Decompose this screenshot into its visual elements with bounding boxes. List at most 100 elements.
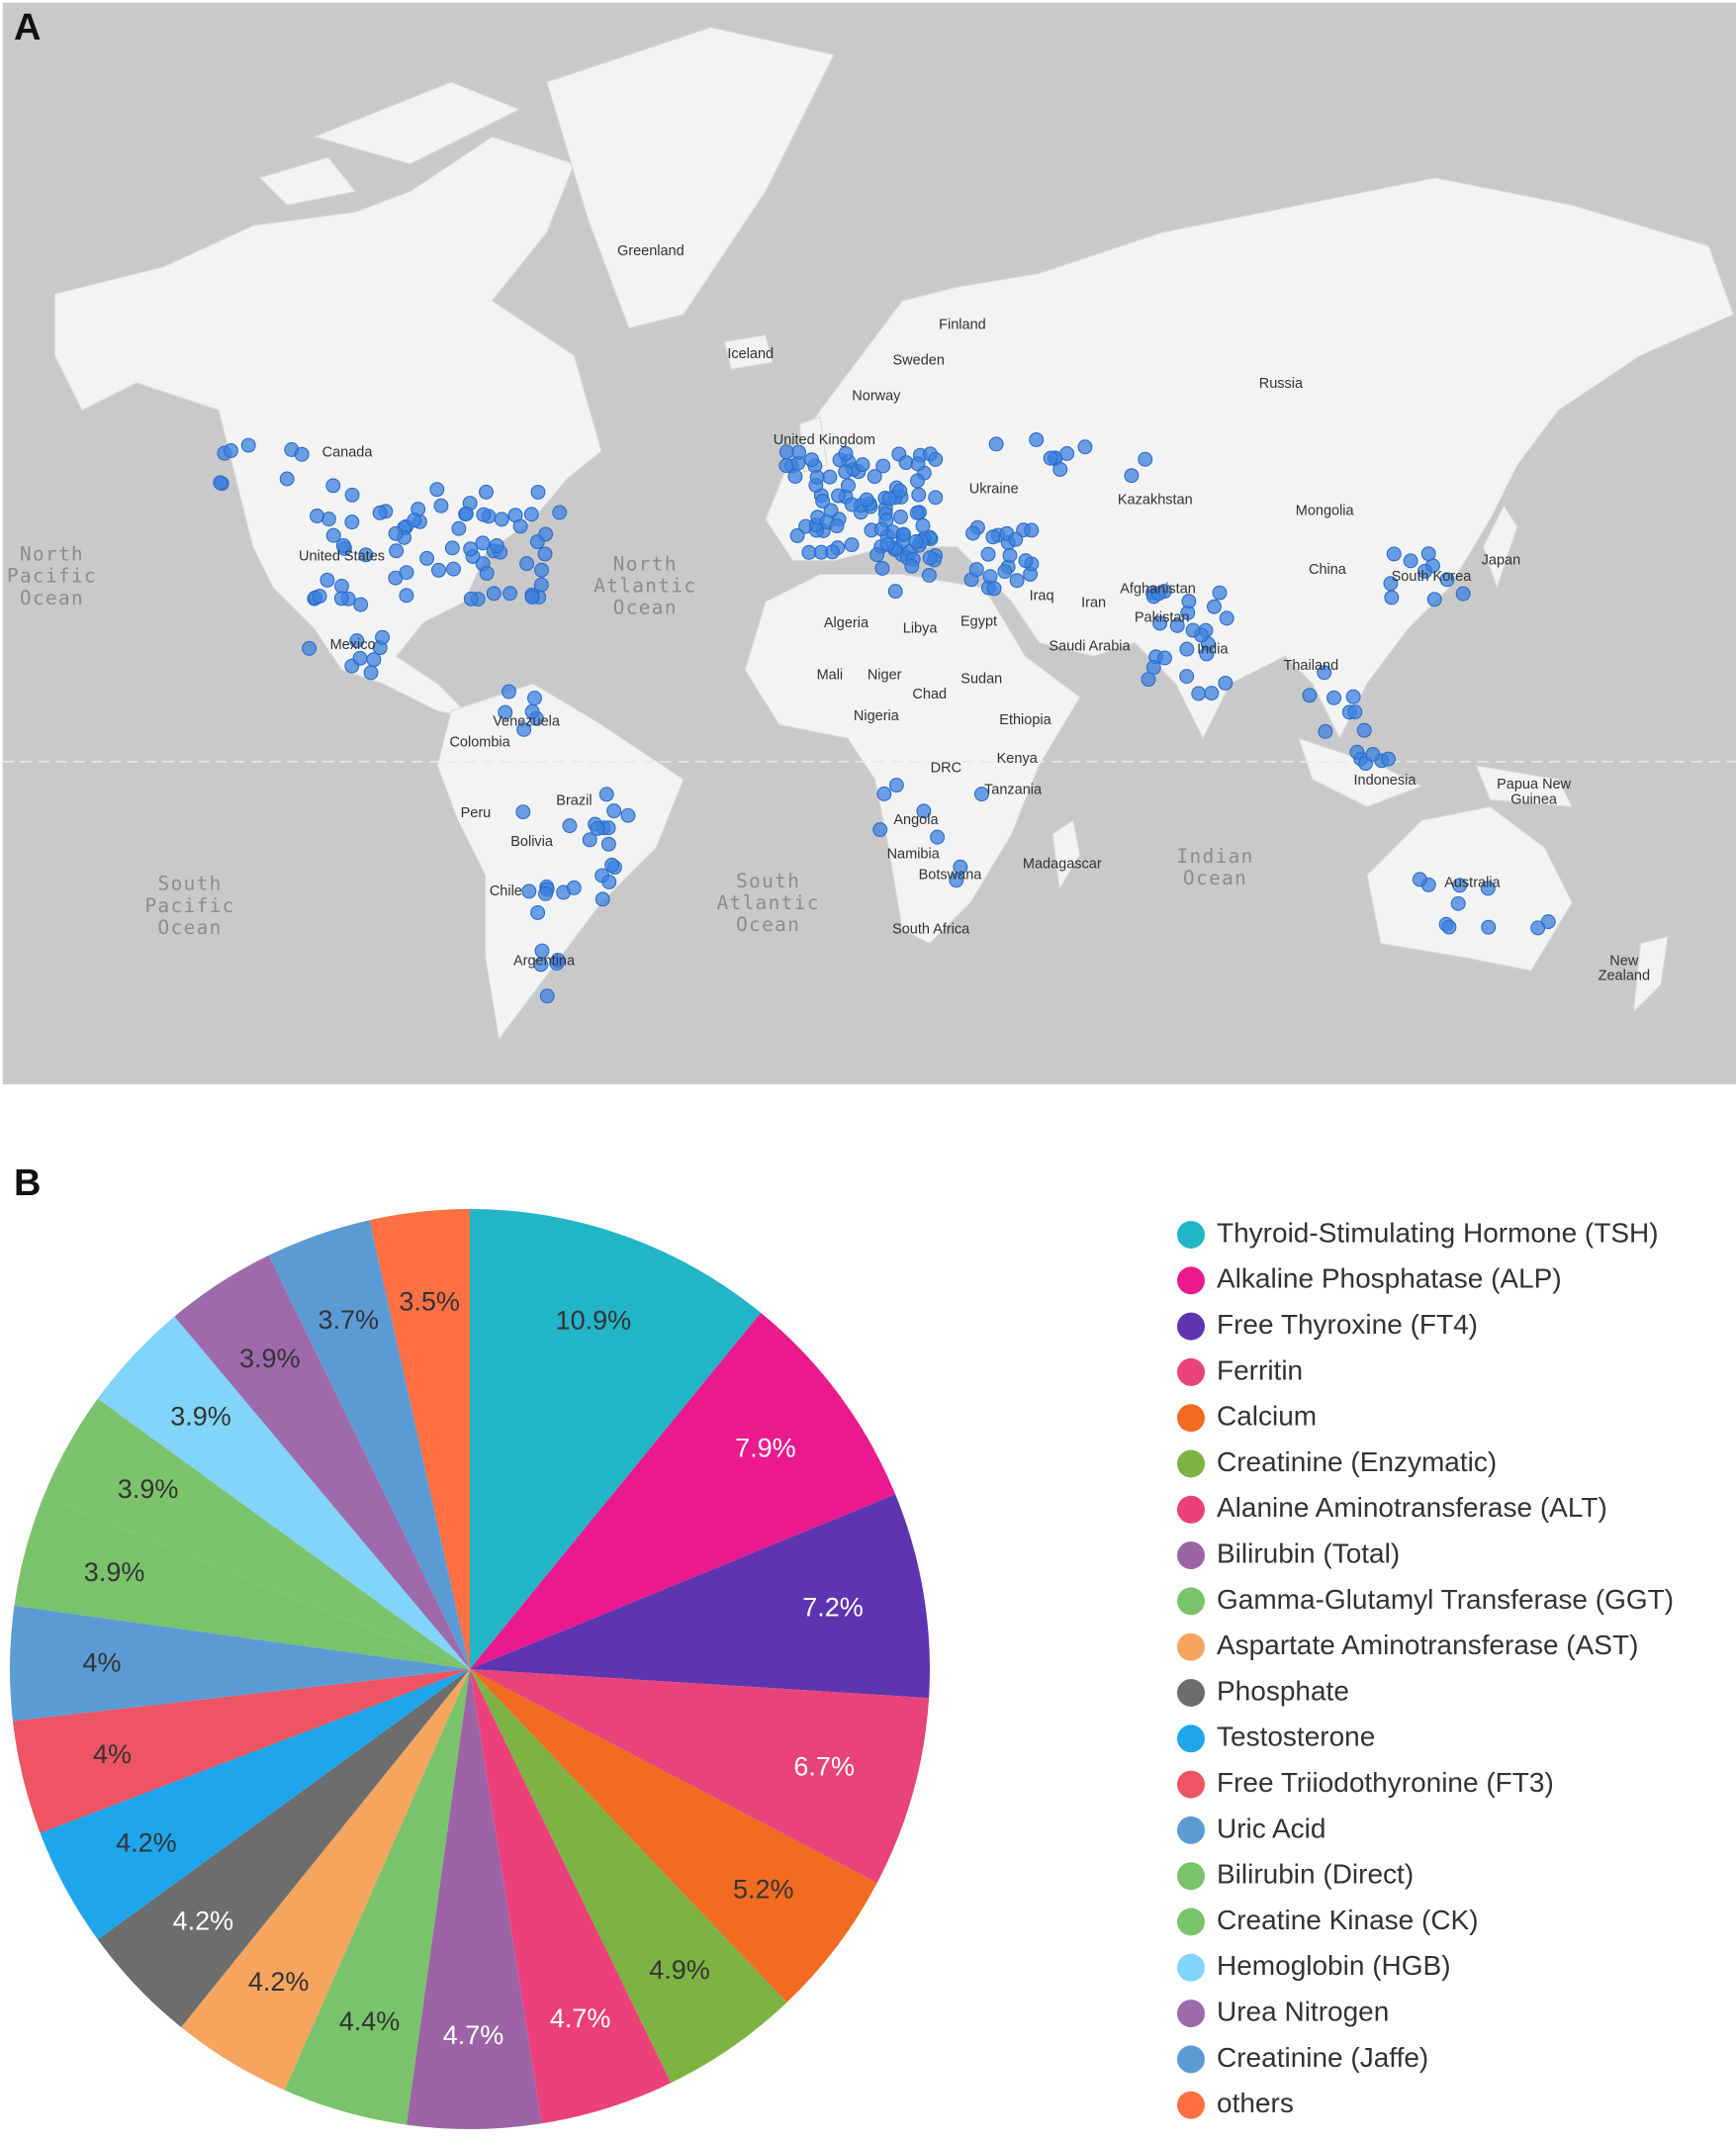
legend-swatch — [1177, 2000, 1205, 2028]
legend-swatch — [1177, 1770, 1205, 1799]
site-dot — [1365, 747, 1381, 762]
site-dot — [1386, 546, 1402, 562]
site-dot — [988, 436, 1004, 452]
country-label: United States — [299, 548, 385, 564]
site-dot — [985, 529, 1001, 545]
site-dot — [1077, 439, 1093, 455]
country-label: Madagascar — [1023, 856, 1102, 872]
site-dot — [876, 786, 892, 801]
site-dot — [479, 565, 495, 581]
country-label: Mali — [817, 668, 844, 684]
country-label: Pakistan — [1135, 609, 1190, 625]
site-dot — [910, 473, 925, 489]
site-dot — [333, 591, 349, 606]
site-dot — [1416, 564, 1432, 579]
site-dot — [363, 665, 379, 681]
ocean-label: South — [158, 873, 223, 895]
site-dot — [620, 807, 636, 823]
ocean-label: North — [613, 552, 678, 575]
site-dot — [1008, 531, 1024, 547]
legend-label: Bilirubin (Direct) — [1217, 1859, 1414, 1890]
site-dot — [824, 544, 840, 560]
site-dot — [859, 492, 874, 508]
legend-label: Creatinine (Enzymatic) — [1217, 1446, 1497, 1477]
site-dot — [302, 640, 318, 656]
ocean-label: Atlantic — [717, 891, 820, 914]
site-dot — [893, 510, 908, 524]
site-dot — [310, 509, 324, 523]
site-dot — [344, 514, 360, 530]
legend-swatch — [1177, 1816, 1205, 1844]
site-dot — [822, 469, 838, 485]
country-label: Ukraine — [969, 482, 1019, 498]
country-label: Papua New — [1497, 777, 1571, 792]
site-dot — [325, 527, 341, 543]
ocean-label: Pacific — [145, 894, 235, 917]
slice-label: 7.9% — [735, 1434, 796, 1463]
site-dot — [949, 873, 964, 888]
legend-label: Testosterone — [1217, 1722, 1375, 1752]
legend-swatch — [1177, 1404, 1205, 1433]
site-dot — [801, 544, 817, 560]
pie-slice — [40, 1669, 470, 1940]
legend-label: Creatine Kinase (CK) — [1217, 1905, 1479, 1935]
site-dot — [498, 704, 513, 720]
ocean-label: Ocean — [736, 913, 800, 936]
site-dot — [489, 538, 504, 553]
site-dot — [855, 457, 870, 473]
site-dot — [515, 804, 531, 820]
site-dot — [526, 691, 542, 706]
site-dot — [463, 541, 479, 557]
site-dot — [223, 443, 238, 458]
site-dot — [986, 581, 1002, 597]
site-dot — [1029, 431, 1045, 447]
site-dot — [787, 469, 803, 484]
site-dot — [1179, 669, 1195, 685]
slice-label: 3.9% — [118, 1474, 179, 1504]
site-dot — [1138, 451, 1153, 467]
slice-label: 3.9% — [170, 1401, 231, 1431]
legend-label: Free Triiodothyronine (FT3) — [1217, 1767, 1554, 1798]
site-dot — [458, 506, 474, 521]
site-dot — [1317, 665, 1332, 681]
legend-swatch — [1177, 2091, 1205, 2119]
site-dot — [1204, 686, 1220, 701]
site-dot — [1326, 690, 1342, 705]
ocean-label: Pacific — [7, 565, 97, 588]
legend-label: Ferritin — [1217, 1354, 1303, 1385]
site-dot — [352, 650, 368, 666]
site-dot — [838, 445, 854, 461]
site-dot — [325, 478, 341, 494]
site-dot — [389, 543, 405, 559]
site-dot — [320, 572, 335, 588]
site-dot — [1157, 650, 1172, 666]
legend-label: Bilirubin (Total) — [1217, 1537, 1400, 1568]
ocean-label: North — [20, 543, 84, 566]
site-dot — [444, 540, 460, 556]
country-label: Namibia — [887, 847, 941, 863]
country-label: Finland — [939, 318, 986, 333]
site-dot — [829, 518, 845, 534]
country-label: Guinea — [1510, 792, 1558, 807]
site-dot — [606, 803, 622, 819]
site-dot — [1452, 878, 1468, 893]
site-dot — [552, 505, 568, 520]
country-label: Zealand — [1599, 969, 1650, 984]
site-dot — [475, 535, 491, 551]
country-label: Kazakhstan — [1118, 493, 1193, 509]
legend-swatch — [1177, 1908, 1205, 1936]
country-label: Iceland — [727, 346, 774, 362]
country-label: Kenya — [997, 751, 1039, 767]
legend-label: Free Thyroxine (FT4) — [1217, 1309, 1478, 1340]
pie-slice — [14, 1497, 471, 1669]
slice-label: 4% — [93, 1739, 132, 1769]
site-dot — [841, 478, 856, 494]
site-dot — [512, 518, 528, 534]
land — [53, 27, 1735, 1041]
legend-swatch — [1177, 1312, 1205, 1341]
legend-label: Phosphate — [1217, 1675, 1349, 1706]
site-dot — [407, 512, 422, 528]
site-dot — [349, 633, 365, 649]
